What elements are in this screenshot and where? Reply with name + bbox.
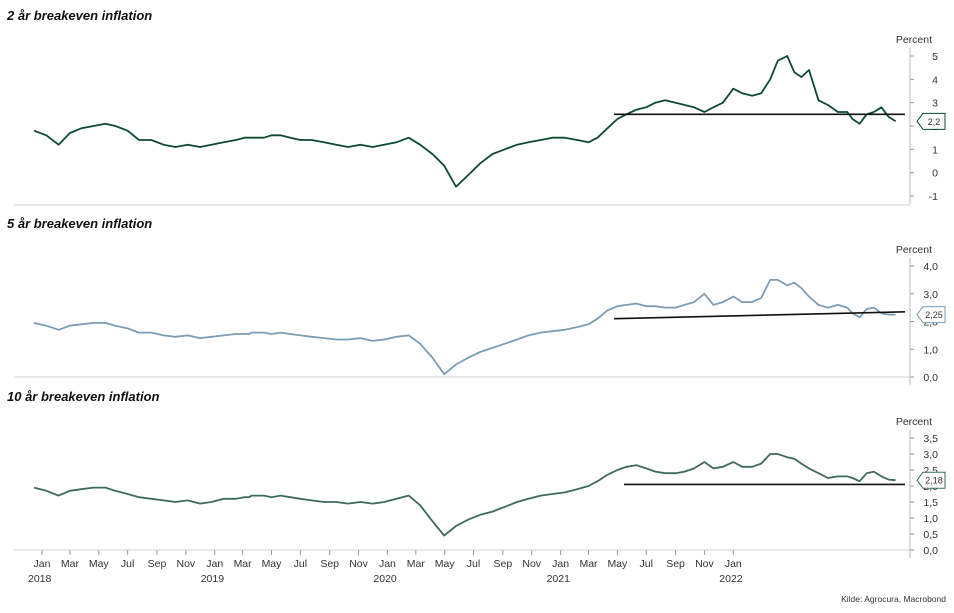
y-tick-label: 4,0: [923, 261, 938, 273]
x-year-label: 2021: [547, 573, 571, 585]
chart-panel-3: 10 år breakeven inflation Percent 0,0 0,5 1,…: [7, 389, 946, 558]
y-axis-unit-label: Percent: [896, 244, 932, 256]
chart-title: 10 år breakeven inflation: [7, 389, 160, 404]
reference-line: [614, 310, 906, 320]
x-year-label: 2019: [201, 573, 225, 585]
y-tick-label: 0,0: [923, 372, 938, 384]
x-tick-label: Mar: [407, 558, 426, 570]
y-tick-label: 4: [932, 74, 938, 86]
y-tick-label: 1,5: [923, 497, 938, 509]
last-value-label: 2,2: [928, 117, 941, 127]
x-year-label: 2020: [373, 573, 397, 585]
x-tick-label: Mar: [234, 558, 253, 570]
x-tick-label: Mar: [579, 558, 598, 570]
y-axis-unit-label: Percent: [896, 34, 932, 46]
x-tick-label: Jan: [552, 558, 569, 570]
x-tick-label: Jan: [379, 558, 396, 570]
chart-title: 2 år breakeven inflation: [6, 8, 152, 23]
x-tick-label: Jul: [121, 558, 134, 570]
last-value-tag-box: [916, 471, 946, 489]
last-value-tag-box: [916, 306, 946, 324]
x-tick-label: Jan: [725, 558, 742, 570]
y-tick-label: 5: [932, 51, 938, 63]
x-tick-label: Jan: [34, 558, 51, 570]
x-tick-label: Sep: [666, 558, 685, 570]
x-tick-label: Jul: [640, 558, 653, 570]
series-line: [33, 279, 896, 376]
x-tick-label: Mar: [61, 558, 80, 570]
x-tick-label: Jan: [206, 558, 223, 570]
x-tick-label: Nov: [522, 558, 541, 570]
chart-panel-1: 2 år breakeven inflationPercent-10123452…: [6, 8, 946, 206]
series-line: [33, 453, 896, 537]
last-value-tag: 2,25: [916, 306, 946, 324]
y-tick-label: 3,0: [923, 449, 938, 461]
last-value-label: 2,25: [925, 310, 943, 320]
y-tick-label: 0: [932, 168, 938, 180]
chart-panel-2: 5 år breakeven inflationPercent0,01,02,0…: [7, 216, 946, 385]
source-note: Kilde: Agrocura, Macrobond: [841, 594, 946, 604]
series-line: [33, 55, 897, 188]
x-tick-label: Nov: [176, 558, 195, 570]
x-tick-label: May: [607, 558, 628, 570]
chart-title: 5 år breakeven inflation: [7, 216, 152, 231]
y-tick-label: 0,0: [923, 545, 938, 557]
x-axis: Jan Mar May Jul Sep Nov Jan Mar May Jul Sep Nov Jan M…: [28, 550, 743, 585]
x-tick-label: May: [435, 558, 456, 570]
x-tick-label: Nov: [349, 558, 368, 570]
y-tick-label: 1,0: [923, 344, 938, 356]
x-tick-label: Sep: [320, 558, 339, 570]
x-tick-label: Jul: [467, 558, 480, 570]
last-value-tag: 2,2: [916, 112, 946, 130]
y-tick-label: 3,0: [923, 289, 938, 301]
x-year-label: 2022: [719, 573, 743, 585]
x-year-label: 2018: [28, 573, 52, 585]
y-tick-label: 3: [932, 98, 938, 110]
last-value-tag-box: [916, 112, 946, 130]
x-tick-label: May: [89, 558, 110, 570]
y-tick-label: 3,5: [923, 433, 938, 445]
y-tick-label: 1,0: [923, 513, 938, 525]
y-axis-unit-label: Percent: [896, 416, 932, 428]
last-value-label: 2,18: [925, 476, 943, 486]
y-tick-label: 1: [932, 144, 938, 156]
x-tick-label: Sep: [494, 558, 513, 570]
x-tick-label: Sep: [148, 558, 167, 570]
y-tick-label: -1: [929, 191, 938, 203]
x-tick-label: Jul: [294, 558, 307, 570]
x-tick-label: Nov: [695, 558, 714, 570]
y-tick-label: 0,5: [923, 529, 938, 541]
last-value-tag: 2,18: [916, 471, 946, 489]
x-tick-label: May: [262, 558, 283, 570]
